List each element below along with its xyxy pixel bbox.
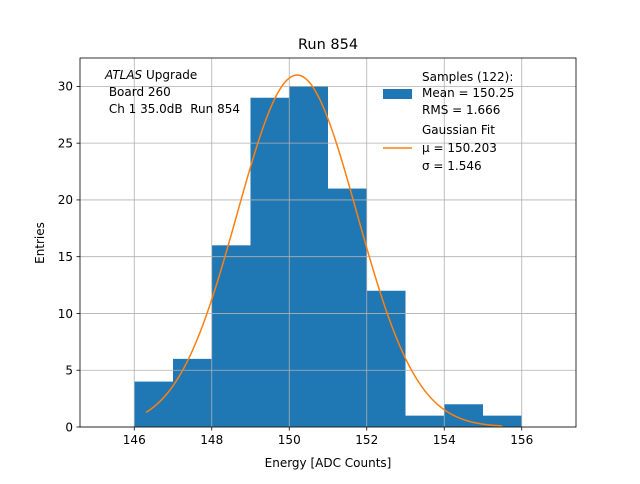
- legend-hist-line-3: RMS = 1.666: [422, 103, 500, 117]
- x-tick-label: 152: [355, 433, 378, 447]
- legend-fit-line-2: μ = 150.203: [422, 141, 497, 155]
- legend-hist-line-1: Samples (122):: [422, 70, 513, 84]
- annotation-board: Board 260: [105, 85, 171, 99]
- histogram-bar: [211, 245, 251, 427]
- x-axis-label: Energy [ADC Counts]: [265, 456, 392, 470]
- histogram-bar: [173, 358, 212, 427]
- svg-text:ATLAS Upgrade: ATLAS Upgrade: [104, 68, 197, 82]
- x-tick-label: 156: [510, 433, 533, 447]
- x-tick-label: 150: [278, 433, 301, 447]
- gaussian-fit-curve: [145, 74, 503, 427]
- y-tick-label: 25: [58, 136, 73, 150]
- histogram-bar: [444, 404, 483, 427]
- y-tick-label: 30: [58, 80, 73, 94]
- legend-hist-swatch: [383, 89, 412, 99]
- annotation-channel: Ch 1 35.0dB Run 854: [105, 102, 240, 116]
- chart-title: Run 854: [298, 37, 358, 53]
- y-axis-label: Entries: [33, 222, 47, 264]
- legend-hist-line-2: Mean = 150.25: [422, 86, 514, 100]
- legend-fit-line-1: Gaussian Fit: [422, 123, 495, 137]
- x-axis-ticks: 146 148 150 152 154 156: [123, 427, 533, 447]
- legend-fit-line-3: σ = 1.546: [422, 159, 482, 173]
- legend: Samples (122): Mean = 150.25 RMS = 1.666…: [383, 70, 514, 173]
- x-tick-label: 154: [433, 433, 456, 447]
- annotation-upgrade: Upgrade: [142, 68, 197, 82]
- histogram-bar: [134, 381, 173, 427]
- atlas-annotation: ATLAS Upgrade Board 260 Ch 1 35.0dB Run …: [104, 68, 240, 116]
- annotation-atlas: ATLAS: [104, 68, 143, 82]
- plot-frame: [79, 57, 577, 428]
- y-axis-ticks: 0 5 10 15 20 25 30: [58, 80, 80, 434]
- x-tick-label: 146: [123, 433, 146, 447]
- y-tick-label: 0: [65, 420, 73, 434]
- y-tick-label: 10: [58, 307, 73, 321]
- histogram-bar: [405, 415, 445, 427]
- histogram-bar: [250, 97, 290, 427]
- y-tick-label: 15: [58, 250, 73, 264]
- histogram-bar: [483, 415, 522, 427]
- x-tick-label: 148: [200, 433, 223, 447]
- y-tick-label: 20: [58, 193, 73, 207]
- histogram-bar: [328, 188, 367, 427]
- y-tick-label: 5: [65, 364, 73, 378]
